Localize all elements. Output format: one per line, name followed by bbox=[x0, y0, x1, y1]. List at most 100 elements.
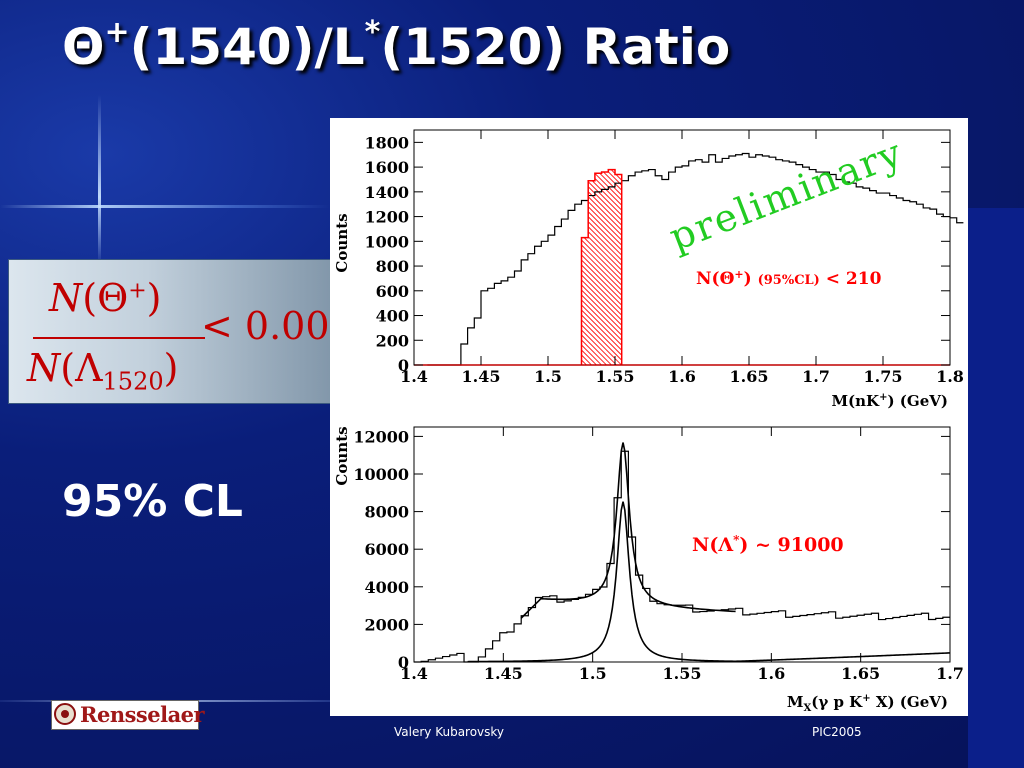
denominator-n: N bbox=[27, 346, 61, 390]
numerator-close: ) bbox=[146, 276, 162, 320]
hatch-line bbox=[581, 169, 622, 365]
hatch-line bbox=[581, 169, 622, 365]
ytick-label: 1400 bbox=[364, 183, 409, 202]
hatch-line bbox=[581, 169, 622, 365]
hatch-line bbox=[581, 169, 622, 365]
hatch-line bbox=[581, 169, 622, 365]
xtick-label: 1.5 bbox=[579, 664, 607, 683]
plots-panel: 1.4 1.45 1.5 1.55 1.6 1.65 1.7 1.75 1.8 0 200 400 6… bbox=[330, 118, 968, 716]
chart-top-xlabel: M(nK+) (GeV) bbox=[831, 392, 948, 410]
ytick-label: 1800 bbox=[364, 133, 409, 152]
xtick-label: 1.6 bbox=[757, 664, 785, 683]
xtick-label: 1.55 bbox=[663, 664, 702, 683]
fraction-denominator: N(Λ1520) bbox=[27, 346, 178, 396]
ytick-label: 6000 bbox=[364, 540, 409, 559]
hatch-line bbox=[581, 169, 622, 365]
hatch-line bbox=[581, 169, 622, 365]
ytick-label: 1600 bbox=[364, 158, 409, 177]
hatch-line bbox=[581, 169, 602, 365]
denominator-close: ) bbox=[163, 346, 179, 390]
chart-top-xticks: 1.4 1.45 1.5 1.55 1.6 1.65 1.7 1.75 1.8 bbox=[400, 130, 964, 386]
rensselaer-wordmark: Rensselaer bbox=[80, 702, 205, 727]
chart-bottom-yticks: 0 2000 4000 6000 8000 10000 12000 bbox=[353, 427, 950, 672]
chart-bottom-xlabel-pre: M bbox=[787, 693, 804, 711]
ytick-label: 4000 bbox=[364, 578, 409, 597]
hatch-line bbox=[581, 169, 592, 365]
hatch-line bbox=[581, 169, 622, 365]
title-plus: + bbox=[104, 15, 130, 51]
hatch-line bbox=[581, 169, 622, 365]
chart-bottom-annotation-sup: * bbox=[733, 533, 740, 547]
hatch-line bbox=[581, 169, 622, 365]
footer-conference: PIC2005 bbox=[812, 725, 862, 739]
ytick-label: 12000 bbox=[353, 427, 409, 446]
hatch-line bbox=[581, 169, 622, 365]
hatch-line bbox=[581, 169, 622, 365]
chart-top-annotation-mid: ) bbox=[744, 269, 758, 289]
hatch-line bbox=[581, 169, 622, 365]
chart-top-signal-outline bbox=[580, 168, 623, 365]
chart-top-annotation-small: (95%CL) bbox=[758, 273, 820, 288]
chart-top-histogram bbox=[427, 152, 964, 366]
hatch-line bbox=[581, 169, 622, 365]
hatch-line bbox=[581, 169, 622, 365]
chart-bottom-total-fit bbox=[520, 442, 736, 619]
fraction-numerator: N(Θ+) bbox=[49, 276, 162, 320]
chart-bottom-xticks: 1.4 1.45 1.5 1.55 1.6 1.65 1.7 bbox=[400, 427, 964, 683]
chart-top-annotation: N(Θ+) (95%CL) < 210 bbox=[696, 268, 882, 289]
hatch-line bbox=[581, 169, 622, 365]
hatch-line bbox=[581, 169, 622, 365]
ytick-label: 400 bbox=[376, 307, 409, 326]
chart-bottom-xlabel-post: X) (GeV) bbox=[871, 693, 948, 711]
chart-bottom-ylabel: Counts bbox=[333, 426, 351, 485]
chart-bottom-frame bbox=[413, 426, 951, 663]
chart-bottom-signal-fit bbox=[467, 501, 951, 663]
chart-top-annotation-end: < 210 bbox=[820, 269, 882, 289]
hatch-line bbox=[581, 169, 622, 365]
hatch-line bbox=[581, 169, 622, 365]
slide-title: Θ+(1540)/L*(1520) Ratio bbox=[62, 15, 731, 76]
fraction-bar bbox=[33, 337, 205, 339]
xtick-label: 1.5 bbox=[534, 367, 562, 386]
chart-bottom-xlabel: MX(γ p K+ X) (GeV) bbox=[787, 693, 948, 714]
ytick-label: 1200 bbox=[364, 208, 409, 227]
footer-author: Valery Kubarovsky bbox=[394, 725, 505, 739]
hatch-line bbox=[581, 169, 622, 365]
numerator-n: N bbox=[49, 276, 83, 320]
chart-top-ylabel: Counts bbox=[333, 213, 351, 272]
chart-top-xlabel-pre: M(nK bbox=[831, 392, 880, 410]
rensselaer-seal-icon bbox=[54, 703, 76, 725]
hatch-line bbox=[581, 169, 582, 365]
ytick-label: 1000 bbox=[364, 232, 409, 251]
hatch-line bbox=[581, 169, 622, 365]
title-end: (1520) Ratio bbox=[380, 18, 731, 76]
xtick-label: 1.65 bbox=[841, 664, 880, 683]
chart-bottom: 1.4 1.45 1.5 1.55 1.6 1.65 1.7 0 2000 4000 6000 80… bbox=[333, 426, 964, 714]
hatch-line bbox=[583, 169, 622, 365]
hatch-line bbox=[581, 169, 622, 365]
chart-top-preliminary-watermark: preliminary bbox=[663, 130, 909, 259]
chart-top-annotation-pre: N(Θ bbox=[696, 269, 735, 289]
title-star: * bbox=[364, 15, 381, 51]
xtick-label: 1.7 bbox=[936, 664, 964, 683]
rensselaer-logo: Rensselaer bbox=[51, 700, 205, 730]
chart-bottom-xlabel-sup: + bbox=[862, 693, 870, 704]
hatch-line bbox=[581, 169, 622, 365]
hatch-line bbox=[581, 169, 607, 365]
xtick-label: 1.4 bbox=[400, 664, 428, 683]
hatch-line bbox=[581, 169, 622, 365]
plots-svg: 1.4 1.45 1.5 1.55 1.6 1.65 1.7 1.75 1.8 0 200 400 6… bbox=[333, 129, 964, 714]
hatch-line bbox=[581, 169, 622, 365]
ytick-label: 200 bbox=[376, 331, 409, 350]
ytick-label: 600 bbox=[376, 282, 409, 301]
ratio-formula-box: N(Θ+) N(Λ1520) < 0.002 bbox=[8, 259, 355, 404]
ytick-label: 800 bbox=[376, 257, 409, 276]
chart-top: 1.4 1.45 1.5 1.55 1.6 1.65 1.7 1.75 1.8 0 200 400 6… bbox=[333, 129, 964, 410]
ytick-label: 10000 bbox=[353, 465, 409, 484]
xtick-label: 1.4 bbox=[400, 367, 428, 386]
hatch-line bbox=[581, 169, 622, 365]
chart-top-annotation-sup: + bbox=[734, 268, 743, 281]
ytick-label: 0 bbox=[398, 356, 409, 375]
hatch-line bbox=[581, 169, 622, 365]
chart-bottom-xlabel-mid: (γ p K bbox=[811, 693, 863, 711]
